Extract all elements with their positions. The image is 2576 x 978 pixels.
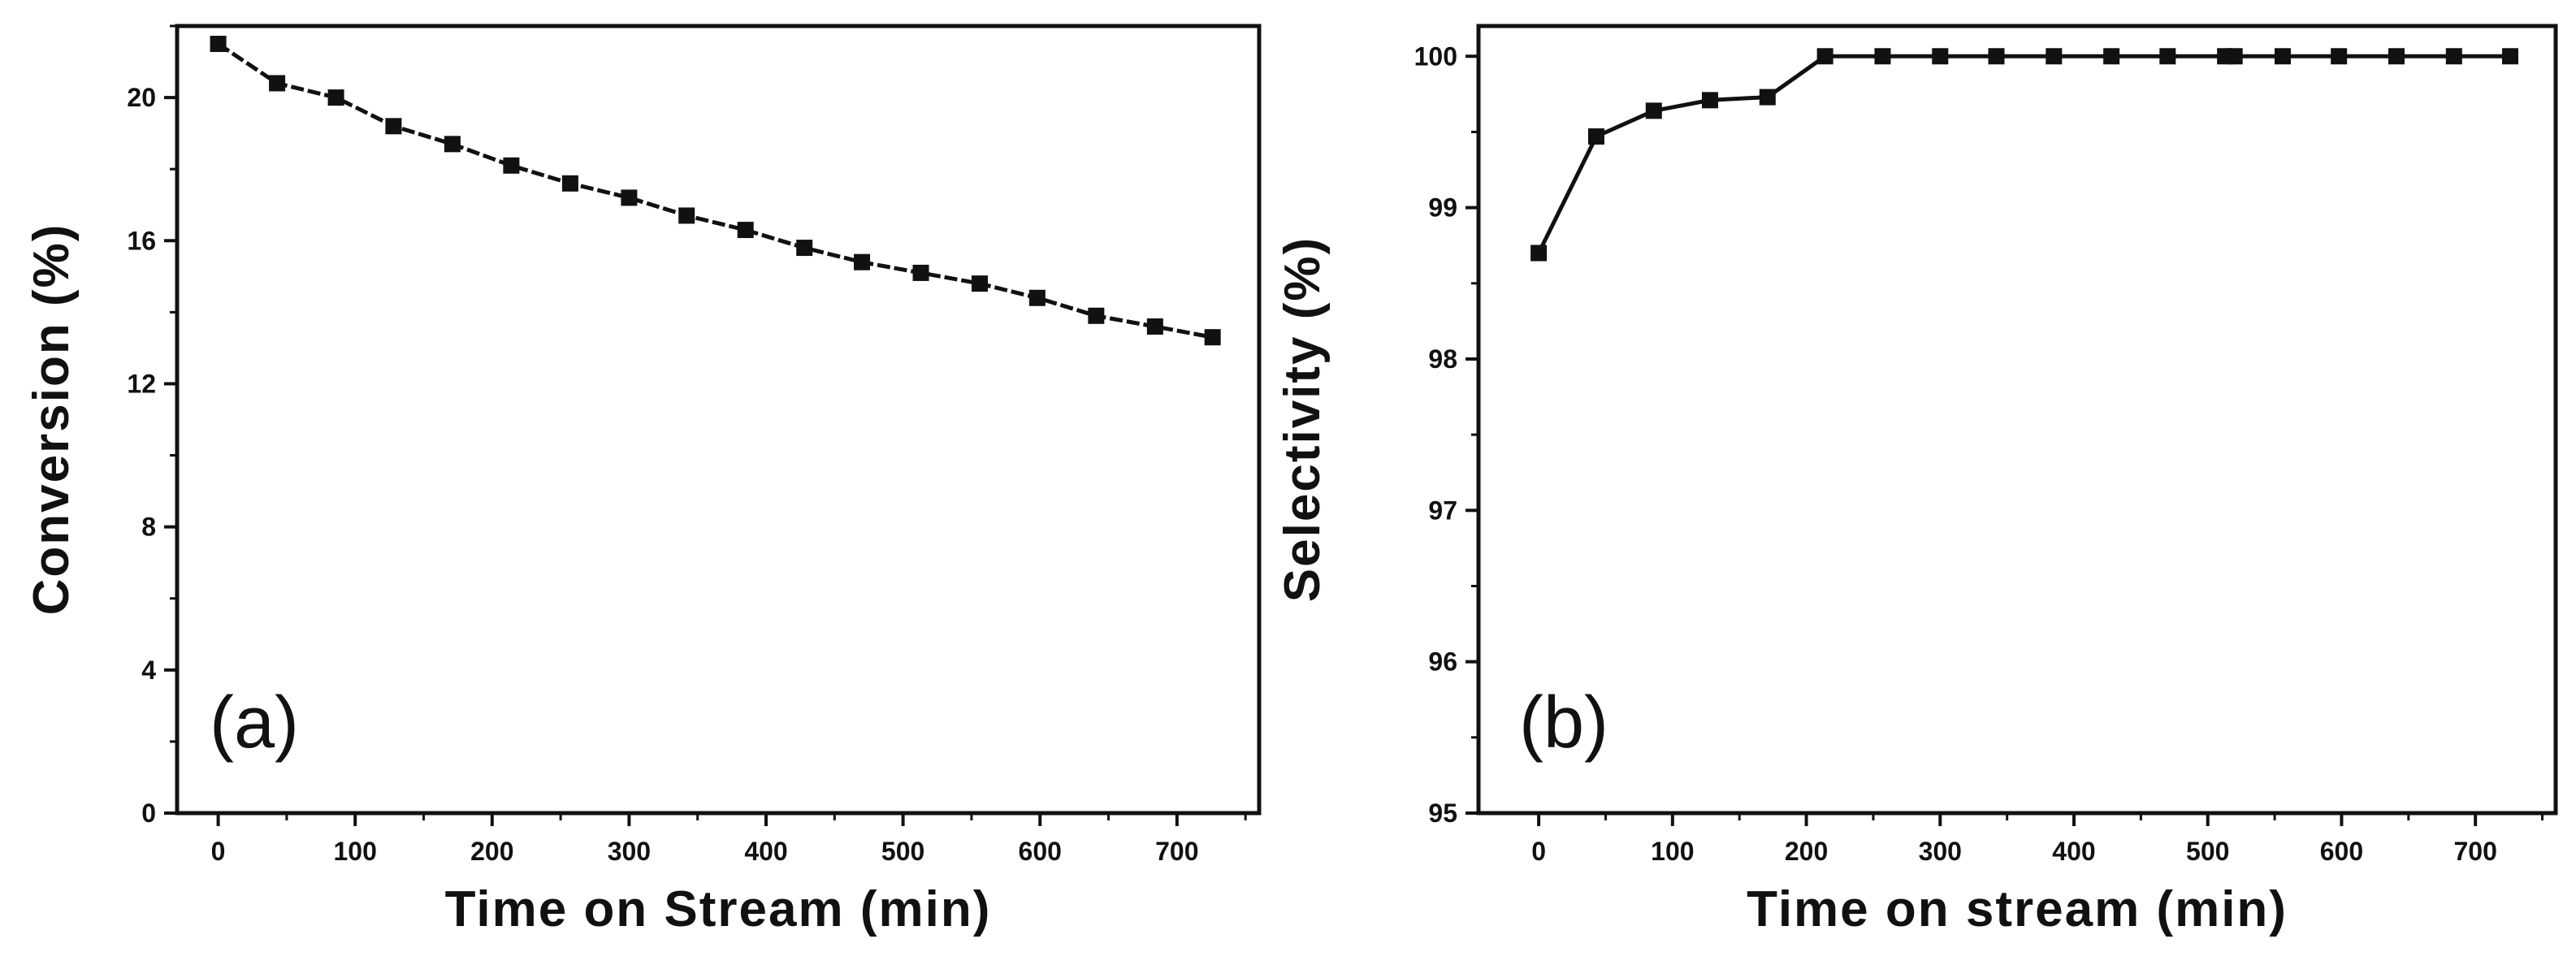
data-point bbox=[678, 207, 695, 224]
data-point bbox=[1028, 289, 1046, 306]
data-point bbox=[1988, 48, 2005, 65]
y-tick-label: 4 bbox=[141, 656, 156, 685]
data-point bbox=[912, 264, 929, 281]
x-tick-label: 300 bbox=[1919, 837, 1962, 866]
y-tick-label: 0 bbox=[141, 798, 156, 828]
y-tick-label: 98 bbox=[1428, 344, 1457, 374]
x-tick-label: 400 bbox=[744, 837, 787, 866]
data-point bbox=[1204, 329, 1221, 346]
y-tick-label: 97 bbox=[1428, 495, 1457, 525]
x-tick-label: 500 bbox=[2186, 837, 2229, 866]
x-tick-label: 0 bbox=[211, 837, 226, 866]
y-tick-label: 100 bbox=[1414, 41, 1457, 71]
plot-frame bbox=[1476, 24, 2558, 816]
x-axis-title: Time on stream (min) bbox=[1747, 881, 2288, 937]
data-point bbox=[385, 118, 402, 135]
data-point bbox=[2388, 48, 2405, 65]
data-point bbox=[1146, 318, 1163, 335]
data-point bbox=[1587, 128, 1604, 145]
series-line bbox=[1536, 54, 2510, 254]
x-tick-label: 700 bbox=[2453, 837, 2496, 866]
data-point bbox=[796, 240, 813, 257]
x-tick-label: 300 bbox=[608, 837, 651, 866]
y-tick-label: 16 bbox=[127, 226, 156, 255]
x-tick-label: 700 bbox=[1155, 837, 1198, 866]
data-point bbox=[1874, 48, 1891, 65]
data-point bbox=[2501, 48, 2518, 65]
data-point bbox=[2331, 48, 2348, 65]
y-axis-title: Conversion (%) bbox=[24, 223, 80, 616]
data-point bbox=[1530, 244, 1548, 262]
panel-label: (a) bbox=[210, 682, 299, 764]
data-point bbox=[210, 36, 227, 53]
data-point bbox=[444, 136, 461, 153]
x-tick-label: 200 bbox=[1785, 837, 1828, 866]
x-tick-label: 100 bbox=[1651, 837, 1694, 866]
data-point bbox=[1645, 102, 1662, 119]
y-tick-label: 96 bbox=[1428, 647, 1457, 677]
data-point bbox=[737, 222, 754, 239]
data-point bbox=[2103, 48, 2120, 65]
data-point bbox=[1932, 48, 1949, 65]
data-point bbox=[854, 253, 871, 270]
y-tick-label: 8 bbox=[141, 513, 156, 542]
panel-label: (b) bbox=[1519, 682, 1608, 764]
x-tick-label: 100 bbox=[333, 837, 376, 866]
y-axis-title: Selectivity (%) bbox=[1275, 236, 1331, 602]
data-point bbox=[1088, 307, 1105, 324]
y-tick-label: 95 bbox=[1428, 798, 1457, 828]
data-point bbox=[1816, 48, 1834, 65]
data-point bbox=[2159, 48, 2176, 65]
y-tick-label: 12 bbox=[127, 369, 156, 398]
plot-frame bbox=[175, 24, 1262, 816]
data-point bbox=[1759, 89, 1776, 106]
y-tick-label: 99 bbox=[1428, 193, 1457, 223]
chart-panel-b: 0 100 200 300 400 500 600 700 95 96 97 98 99 100 Time … bbox=[1275, 24, 2558, 937]
data-point bbox=[503, 157, 520, 174]
data-point bbox=[1701, 92, 1718, 109]
data-point bbox=[2274, 48, 2291, 65]
data-point bbox=[621, 189, 638, 206]
data-point bbox=[269, 75, 286, 92]
x-tick-label: 0 bbox=[1531, 837, 1546, 866]
y-tick-label: 20 bbox=[127, 83, 156, 112]
x-axis-title: Time on Stream (min) bbox=[445, 881, 992, 937]
x-tick-label: 600 bbox=[2320, 837, 2363, 866]
data-point bbox=[2046, 48, 2063, 65]
x-tick-label: 600 bbox=[1019, 837, 1062, 866]
chart-panel-a: 0 100 200 300 400 500 600 700 0 4 8 12 16 20 Time on S… bbox=[24, 24, 1262, 937]
data-point bbox=[972, 275, 989, 292]
data-point bbox=[327, 89, 344, 106]
data-point bbox=[2226, 48, 2243, 65]
series-line bbox=[217, 41, 1214, 340]
x-tick-label: 200 bbox=[470, 837, 513, 866]
x-tick-label: 400 bbox=[2052, 837, 2095, 866]
data-point bbox=[561, 175, 578, 192]
data-point bbox=[2445, 48, 2462, 65]
x-tick-label: 500 bbox=[881, 837, 924, 866]
